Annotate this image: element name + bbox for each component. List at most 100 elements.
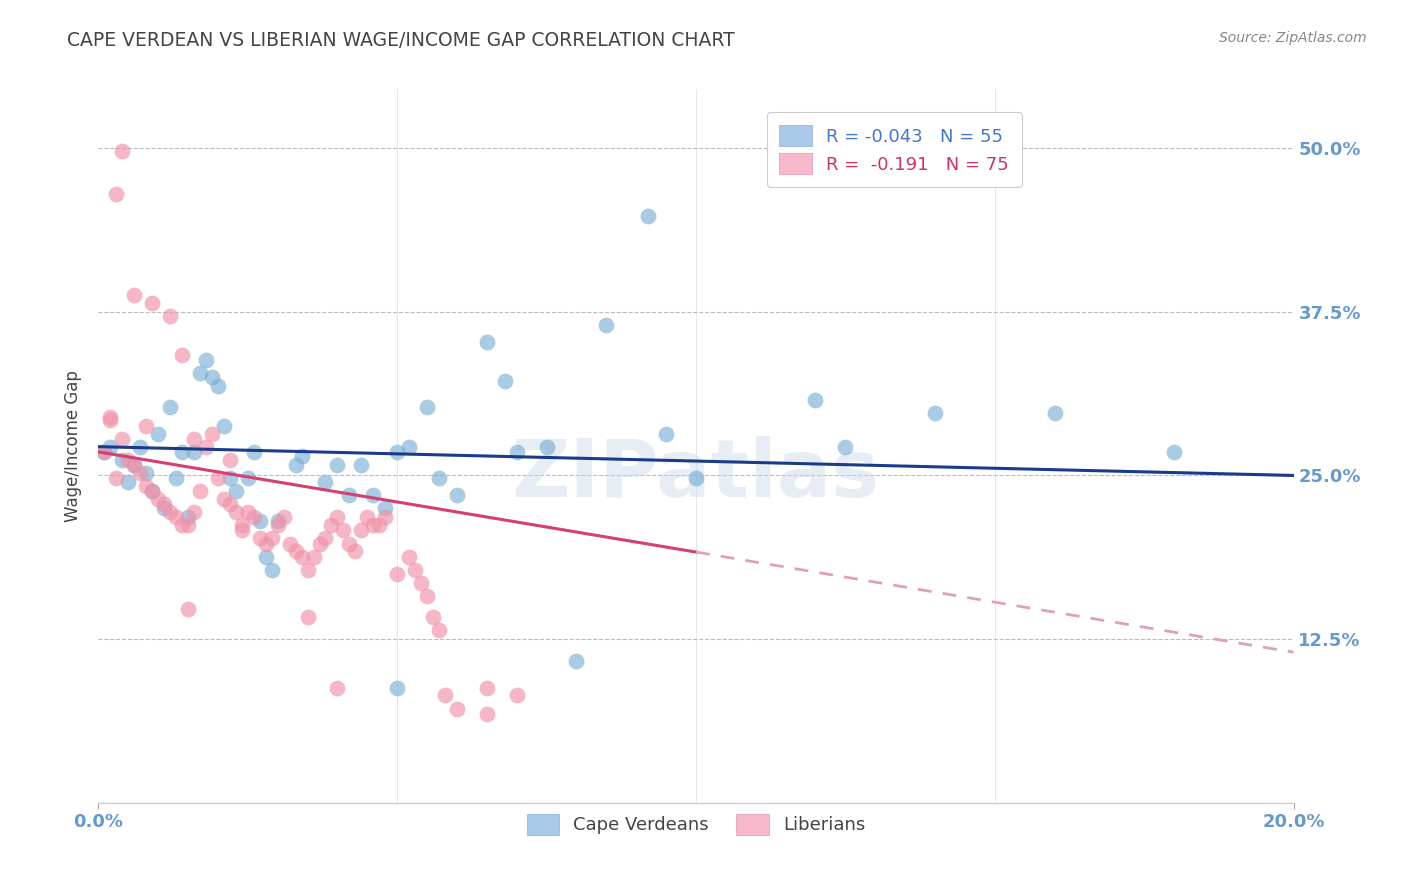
Point — [249, 531, 271, 545]
Point — [219, 452, 242, 467]
Point — [326, 681, 349, 695]
Point — [385, 681, 409, 695]
Point — [183, 445, 205, 459]
Point — [398, 440, 420, 454]
Point — [446, 488, 468, 502]
Point — [506, 689, 529, 703]
Point — [188, 484, 211, 499]
Point — [195, 353, 218, 368]
Point — [494, 374, 516, 388]
Point — [315, 531, 337, 545]
Point — [98, 409, 122, 424]
Point — [339, 536, 361, 550]
Point — [111, 144, 134, 158]
Point — [172, 445, 194, 459]
Point — [291, 549, 314, 564]
Point — [422, 610, 444, 624]
Point — [475, 334, 498, 349]
Point — [148, 491, 170, 506]
Point — [344, 544, 367, 558]
Point — [924, 406, 946, 420]
Point — [326, 458, 349, 472]
Point — [183, 505, 205, 519]
Point — [135, 466, 157, 480]
Point — [350, 458, 373, 472]
Point — [219, 497, 242, 511]
Point — [416, 589, 439, 603]
Point — [834, 440, 856, 454]
Point — [177, 510, 200, 524]
Point — [124, 458, 146, 472]
Point — [308, 536, 330, 550]
Point — [93, 445, 115, 459]
Point — [267, 518, 290, 533]
Point — [302, 549, 325, 564]
Point — [201, 426, 224, 441]
Point — [177, 602, 200, 616]
Point — [536, 440, 558, 454]
Point — [129, 466, 152, 480]
Point — [159, 309, 181, 323]
Point — [207, 379, 229, 393]
Point — [201, 370, 224, 384]
Point — [374, 501, 396, 516]
Point — [356, 510, 378, 524]
Point — [225, 484, 247, 499]
Point — [655, 426, 678, 441]
Point — [135, 479, 157, 493]
Legend: Cape Verdeans, Liberians: Cape Verdeans, Liberians — [515, 801, 877, 847]
Point — [363, 518, 385, 533]
Text: Source: ZipAtlas.com: Source: ZipAtlas.com — [1219, 31, 1367, 45]
Point — [159, 505, 181, 519]
Point — [332, 524, 354, 538]
Point — [111, 432, 134, 446]
Point — [350, 524, 373, 538]
Point — [124, 287, 146, 301]
Point — [297, 563, 319, 577]
Text: ZIPatlas: ZIPatlas — [512, 435, 880, 514]
Point — [267, 514, 290, 528]
Point — [188, 367, 211, 381]
Point — [249, 514, 271, 528]
Point — [111, 452, 134, 467]
Point — [207, 471, 229, 485]
Point — [595, 318, 617, 332]
Point — [236, 505, 259, 519]
Point — [565, 654, 588, 668]
Point — [212, 491, 235, 506]
Point — [243, 510, 266, 524]
Point — [385, 566, 409, 581]
Point — [284, 544, 307, 558]
Point — [475, 706, 498, 721]
Point — [273, 510, 295, 524]
Point — [434, 689, 457, 703]
Point — [124, 458, 146, 472]
Point — [374, 510, 396, 524]
Point — [117, 452, 139, 467]
Point — [172, 348, 194, 362]
Point — [177, 518, 200, 533]
Point — [225, 505, 247, 519]
Point — [195, 440, 218, 454]
Point — [427, 623, 450, 637]
Point — [183, 432, 205, 446]
Point — [141, 484, 163, 499]
Point — [254, 536, 277, 550]
Point — [254, 549, 277, 564]
Point — [446, 701, 468, 715]
Point — [637, 209, 659, 223]
Point — [398, 549, 420, 564]
Point — [212, 418, 235, 433]
Point — [165, 471, 187, 485]
Point — [159, 401, 181, 415]
Point — [260, 563, 283, 577]
Point — [291, 449, 314, 463]
Point — [475, 681, 498, 695]
Point — [297, 610, 319, 624]
Point — [105, 471, 128, 485]
Point — [278, 536, 301, 550]
Point — [153, 501, 176, 516]
Point — [260, 531, 283, 545]
Point — [411, 575, 433, 590]
Point — [141, 484, 163, 499]
